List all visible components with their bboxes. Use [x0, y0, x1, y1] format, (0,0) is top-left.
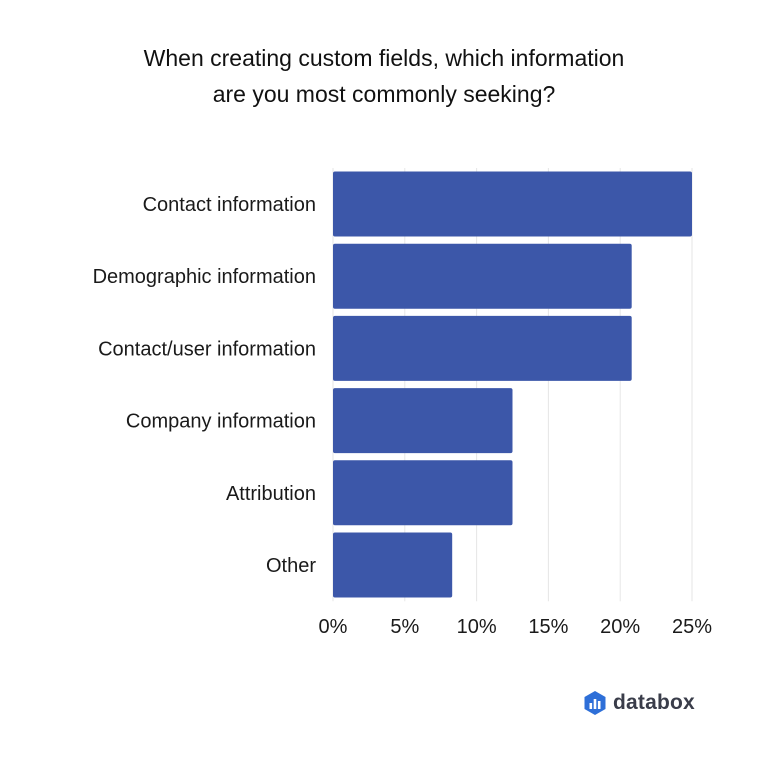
x-axis-tick-labels: 0% 5% 10% 15% 20% 25%: [319, 616, 713, 638]
chart-title-line-1: When creating custom fields, which infor…: [143, 45, 625, 71]
chart-title-line-2: are you most commonly seeking?: [212, 81, 556, 107]
databox-wordmark: databox: [613, 691, 695, 714]
bar: [333, 243, 632, 309]
bar: [333, 171, 692, 237]
bar: [333, 460, 513, 526]
databox-logo-icon: [584, 691, 606, 715]
x-tick-label: 5%: [390, 616, 419, 638]
x-tick-label: 15%: [528, 616, 568, 638]
gridlines: [332, 168, 693, 602]
category-label: Contact information: [143, 194, 316, 216]
category-label: Other: [266, 555, 316, 577]
category-label: Company information: [126, 411, 316, 433]
category-label: Attribution: [226, 483, 316, 505]
databox-brand: databox: [583, 689, 695, 717]
category-label: Contact/user information: [98, 338, 316, 360]
x-tick-label: 0%: [319, 616, 348, 638]
x-tick-label: 10%: [457, 616, 497, 638]
bar: [333, 388, 513, 454]
bars: [333, 171, 692, 598]
chart-title: When creating custom fields, which infor…: [0, 40, 768, 112]
category-labels: Contact information Demographic informati…: [93, 194, 317, 577]
x-tick-label: 20%: [600, 616, 640, 638]
x-tick-label: 25%: [672, 616, 712, 638]
bar: [333, 315, 632, 381]
bar: [333, 532, 453, 598]
category-label: Demographic information: [93, 266, 316, 288]
